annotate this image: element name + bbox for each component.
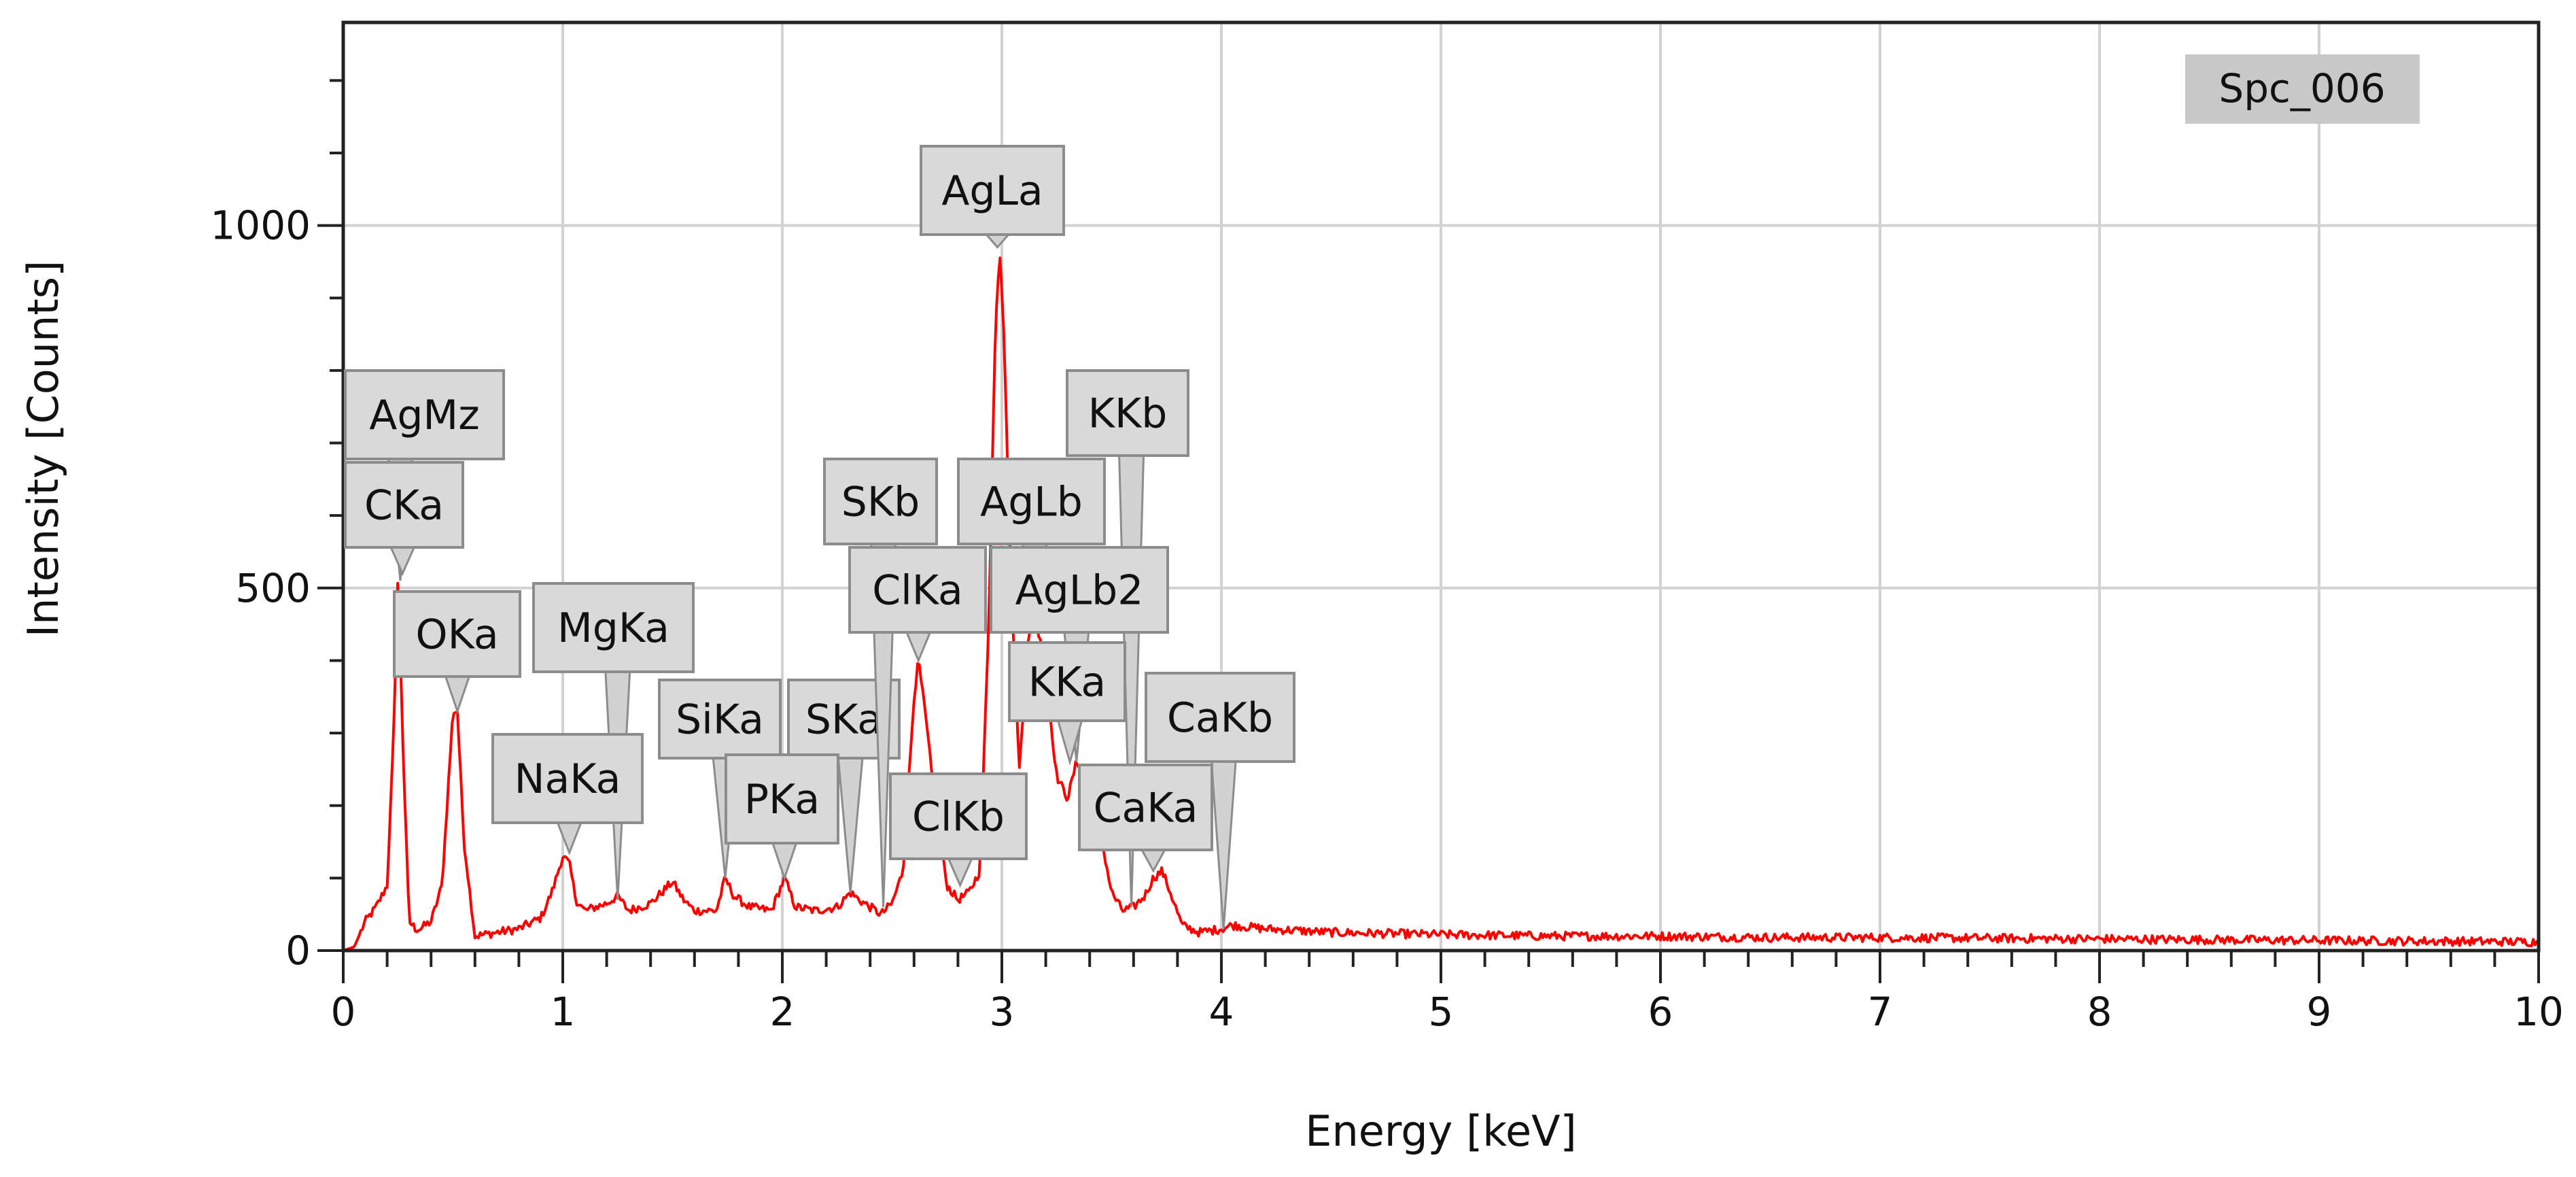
- peak-label-text: OKa: [415, 611, 498, 659]
- legend-label: Spc_006: [2218, 65, 2385, 112]
- peak-label-text: AgLa: [941, 167, 1043, 215]
- x-tick-label: 9: [2307, 989, 2332, 1035]
- peak-label: SKb: [823, 458, 938, 908]
- peak-label: AgLa: [920, 145, 1065, 249]
- peak-label-box: [1066, 369, 1189, 457]
- peak-label-box: [1145, 672, 1295, 763]
- peak-label: CaKb: [1145, 672, 1295, 929]
- grid: [343, 22, 2539, 951]
- y-axis-title: Intensity [Counts]: [18, 260, 68, 637]
- peak-label-box: [920, 145, 1065, 236]
- peak-label-text: AgMz: [369, 392, 479, 439]
- peak-label-box: [1078, 764, 1213, 851]
- peak-label-box: [848, 546, 987, 634]
- peak-labels: AgMz CKa OKa MgKa NaKa SiKa SKa PKa SKb ClKa ClKb A…: [344, 145, 1295, 929]
- peak-label-text: ClKa: [872, 567, 963, 615]
- peak-pointer: [837, 755, 864, 893]
- y-tick-labels: 0 500 1000: [210, 203, 311, 974]
- peak-label-box: [957, 458, 1106, 545]
- peak-label-text: SiKa: [676, 696, 764, 744]
- x-tick-label: 1: [551, 989, 576, 1035]
- peak-pointer: [946, 856, 974, 888]
- x-tick-label: 10: [2513, 989, 2564, 1035]
- peak-label-box: [1008, 641, 1126, 722]
- peak-label-text: PKa: [744, 776, 820, 823]
- minor-ticks: [330, 79, 2496, 967]
- peak-pointer: [443, 674, 472, 715]
- peak-label-box: [658, 679, 782, 760]
- peak-label: NaKa: [491, 733, 644, 856]
- peak-label-text: KKa: [1028, 659, 1106, 706]
- peak-label-text: SKb: [841, 479, 920, 526]
- peak-label-text: AgLb: [980, 479, 1083, 526]
- peak-label-box: [889, 772, 1028, 860]
- peak-label-box: [823, 458, 938, 545]
- peak-label: SiKa: [658, 679, 782, 879]
- peak-label-box: [344, 369, 505, 460]
- peak-label-text: NaKa: [515, 755, 621, 803]
- peak-label-text: SKa: [805, 696, 882, 744]
- x-tick-label: 4: [1209, 989, 1234, 1035]
- legend-box: [2185, 54, 2420, 124]
- peak-label-box: [393, 590, 521, 678]
- x-tick-label: 0: [331, 989, 356, 1035]
- peak-label-box: [491, 733, 644, 824]
- legend: Spc_006: [2185, 54, 2420, 124]
- major-ticks: [317, 224, 2540, 983]
- x-tick-label: 6: [1648, 989, 1673, 1035]
- peak-label-text: KKb: [1088, 390, 1168, 438]
- x-tick-labels: 0 1 2 3 4 5 6 7 8 9 10: [331, 989, 2564, 1035]
- peak-label-text: ClKb: [912, 794, 1005, 841]
- peak-label-text: CaKb: [1167, 694, 1273, 742]
- y-tick-label: 1000: [210, 203, 311, 249]
- peak-label: PKa: [725, 753, 839, 882]
- peak-label-box: [344, 461, 464, 549]
- peak-label-text: CaKa: [1094, 785, 1198, 832]
- peak-pointer: [555, 820, 583, 856]
- peak-pointer: [1210, 759, 1237, 929]
- x-tick-label: 7: [1868, 989, 1893, 1035]
- peak-label: CaKa: [1078, 764, 1213, 873]
- peak-label-text: CKa: [364, 482, 444, 530]
- peak-label-text: MgKa: [557, 604, 669, 652]
- x-tick-label: 8: [2087, 989, 2112, 1035]
- peak-label-text: AgLb2: [1015, 567, 1144, 615]
- plot-frame: [341, 20, 2541, 953]
- peak-label: CKa: [344, 461, 464, 577]
- series-line-spc-006: [343, 256, 2540, 952]
- y-tick-label: 500: [235, 565, 311, 611]
- peak-label-box: [725, 753, 839, 845]
- series-layer: [343, 256, 2540, 952]
- peak-pointer: [388, 545, 417, 577]
- x-tick-label: 2: [770, 989, 795, 1035]
- peak-label-box: [990, 546, 1169, 634]
- x-tick-label: 5: [1429, 989, 1454, 1035]
- x-tick-label: 3: [990, 989, 1015, 1035]
- peak-label: KKa: [1008, 641, 1126, 766]
- peak-label: ClKa: [848, 546, 987, 664]
- peak-label: OKa: [393, 590, 521, 715]
- peak-label: ClKb: [889, 772, 1028, 888]
- x-axis-title: Energy [keV]: [1305, 1106, 1576, 1156]
- y-tick-label: 0: [285, 927, 311, 974]
- peak-pointer: [771, 840, 799, 882]
- peak-label-box: [532, 582, 695, 673]
- peak-pointer: [905, 630, 933, 664]
